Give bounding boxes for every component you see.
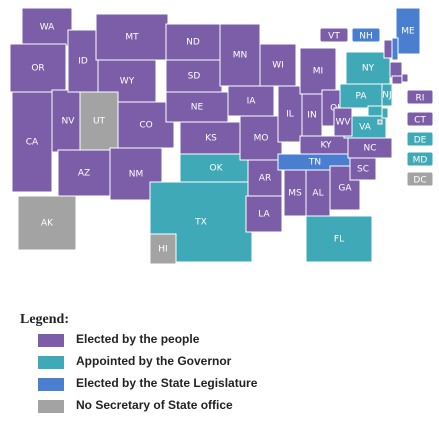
state-label: WI	[272, 61, 284, 71]
legend-label: Appointed by the Governor	[76, 354, 232, 368]
state-shape	[165, 23, 221, 61]
state-label: ND	[186, 38, 200, 48]
state-shape	[117, 101, 175, 149]
state-label: KY	[320, 141, 332, 151]
state-label-box	[406, 89, 434, 105]
state-label: VA	[359, 123, 372, 133]
state-label-box	[351, 27, 381, 43]
state-label: WY	[120, 77, 135, 87]
state-shape	[21, 7, 73, 47]
legend-title: Legend:	[20, 312, 69, 327]
state-label: NY	[362, 64, 375, 74]
state-label-box	[406, 111, 434, 127]
state-shape	[391, 75, 403, 85]
state-label: NV	[62, 117, 76, 127]
state-label: AZ	[78, 169, 90, 179]
state-shape	[401, 73, 409, 83]
state-shape	[381, 107, 389, 119]
state-label: LA	[258, 210, 270, 220]
legend-swatch	[38, 334, 64, 347]
state-label: ME	[401, 27, 415, 37]
state-label: TX	[194, 218, 207, 228]
state-label: AR	[259, 174, 271, 184]
state-shape	[11, 91, 53, 193]
state-shape	[381, 83, 393, 107]
state-label: MO	[254, 134, 269, 144]
state-label: CT	[414, 116, 426, 126]
state-label: OK	[210, 164, 224, 174]
state-label-box	[406, 171, 434, 187]
state-label: SC	[357, 165, 369, 175]
state-label-box	[319, 27, 349, 43]
state-shape	[57, 149, 111, 197]
state-shape	[377, 119, 383, 125]
state-label: WV	[335, 118, 351, 128]
state-shape	[227, 85, 275, 117]
state-label: CO	[139, 121, 152, 131]
legend-label: Elected by the State Legislature	[76, 376, 258, 390]
legend-swatch	[38, 400, 64, 413]
state-shape	[165, 91, 229, 123]
state-shape	[367, 105, 383, 117]
state-label: MN	[233, 51, 248, 61]
state-label: DC	[413, 176, 426, 186]
state-shape	[345, 51, 391, 85]
state-shape	[391, 37, 399, 61]
state-shape	[245, 195, 283, 233]
state-label: HI	[158, 245, 167, 255]
state-label: PA	[355, 92, 367, 102]
legend-swatch	[38, 378, 64, 391]
state-shape	[79, 91, 119, 151]
state-label: FL	[334, 235, 344, 245]
state-label: IL	[286, 110, 294, 120]
state-label: MD	[413, 156, 428, 166]
state-shape	[277, 85, 303, 143]
state-shape	[299, 47, 337, 95]
state-label: KS	[205, 134, 217, 144]
state-label: AL	[312, 189, 323, 199]
state-label: NE	[191, 103, 204, 113]
state-label: MS	[288, 189, 302, 199]
state-label: DE	[414, 136, 427, 146]
state-label: OR	[31, 64, 44, 74]
state-label-box	[406, 151, 434, 167]
state-label: VT	[328, 32, 340, 42]
state-shape	[9, 43, 67, 93]
state-label: IA	[247, 97, 257, 107]
legend-label: No Secretary of State office	[76, 398, 233, 412]
state-shape	[383, 39, 393, 59]
state-label: CA	[26, 138, 39, 148]
state-shape	[305, 215, 373, 263]
state-label-box	[406, 131, 434, 147]
state-label: NM	[129, 170, 144, 180]
legend-label: Elected by the people	[76, 332, 200, 346]
state-shape	[17, 195, 77, 251]
state-shape	[179, 121, 243, 155]
state-shape	[395, 7, 421, 55]
state-label: WA	[40, 23, 55, 33]
state-shape	[247, 159, 283, 197]
legend-swatch	[38, 356, 64, 369]
state-label: NC	[363, 144, 376, 154]
state-label: TN	[308, 158, 321, 168]
state-label: GA	[338, 184, 352, 194]
state-label: RI	[416, 94, 425, 104]
state-shape	[149, 233, 177, 265]
state-label: IN	[307, 111, 316, 121]
state-label: SD	[188, 72, 201, 82]
state-label: MT	[125, 33, 139, 43]
state-shape	[259, 43, 297, 87]
state-label: ID	[78, 57, 88, 67]
state-label: AK	[41, 219, 54, 229]
state-label: NH	[359, 32, 373, 42]
state-label: UT	[93, 117, 106, 127]
state-label: NJ	[382, 91, 391, 101]
state-shape	[219, 23, 261, 87]
state-label: MI	[313, 67, 323, 77]
state-shape	[165, 59, 223, 93]
